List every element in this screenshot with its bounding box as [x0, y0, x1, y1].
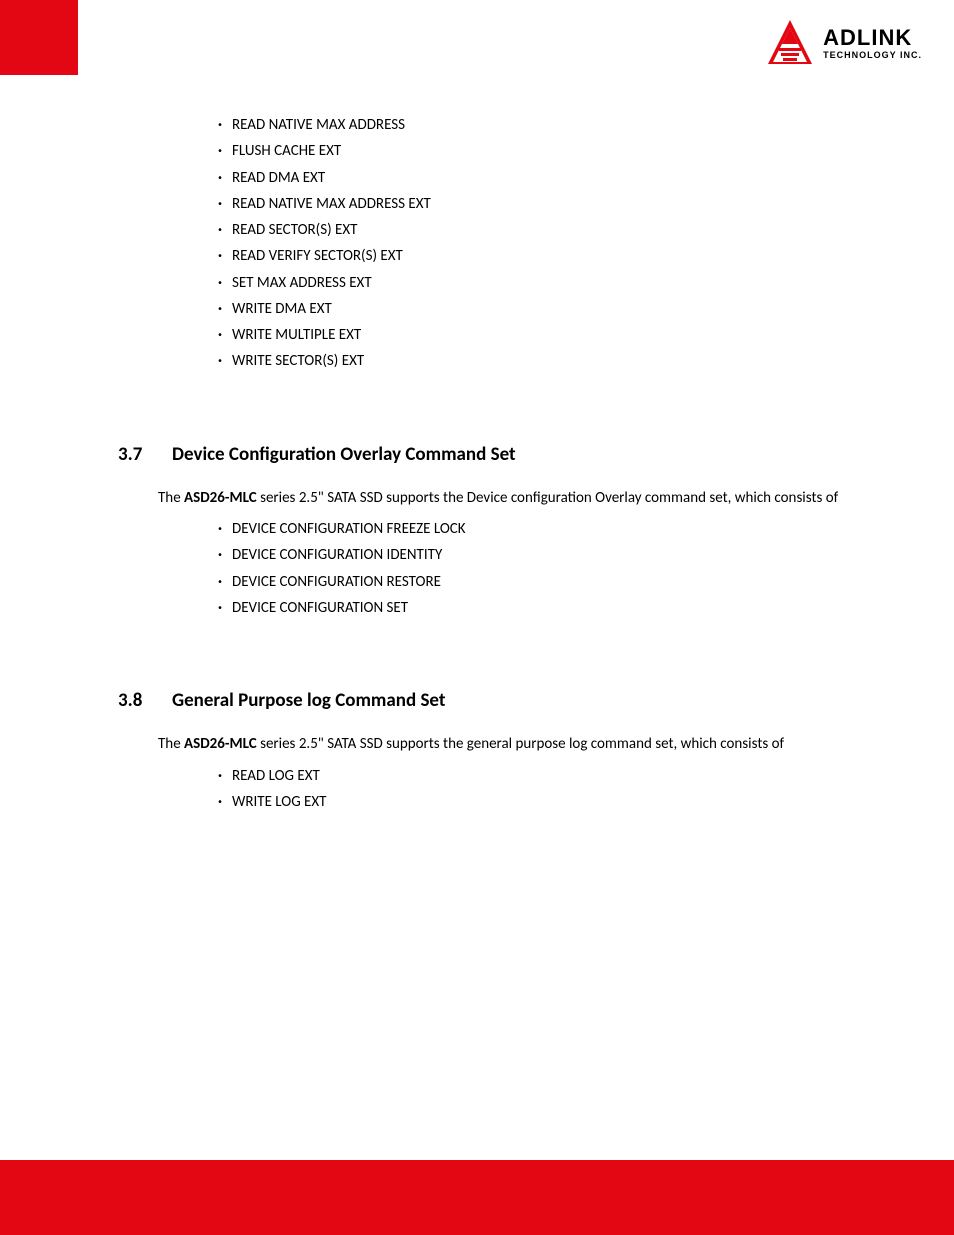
adlink-triangle-icon [765, 18, 815, 68]
section-3-8: 3.8 General Purpose log Command Set The … [128, 689, 894, 815]
list-item: READ NATIVE MAX ADDRESS [218, 112, 894, 138]
header-red-box [0, 0, 78, 75]
para-text: The [158, 735, 184, 753]
section-paragraph: The ASD26-MLC series 2.5" SATA SSD suppo… [158, 730, 894, 759]
para-text: The [158, 489, 184, 507]
command-list-continued: READ NATIVE MAX ADDRESSFLUSH CACHE EXTRE… [218, 112, 894, 375]
list-item: READ NATIVE MAX ADDRESS EXT [218, 191, 894, 217]
list-item: SET MAX ADDRESS EXT [218, 270, 894, 296]
section-number: 3.8 [118, 689, 148, 712]
section-heading: 3.8 General Purpose log Command Set [128, 689, 894, 712]
list-item: WRITE MULTIPLE EXT [218, 322, 894, 348]
list-item: READ DMA EXT [218, 165, 894, 191]
para-text: series 2.5" SATA SSD supports the Device… [257, 489, 839, 507]
command-list-38: READ LOG EXTWRITE LOG EXT [218, 763, 894, 816]
list-item: READ LOG EXT [218, 763, 894, 789]
para-text: series 2.5" SATA SSD supports the genera… [257, 735, 784, 753]
list-item: WRITE LOG EXT [218, 789, 894, 815]
section-3-7: 3.7 Device Configuration Overlay Command… [128, 443, 894, 622]
list-item: DEVICE CONFIGURATION SET [218, 595, 894, 621]
list-item: DEVICE CONFIGURATION RESTORE [218, 569, 894, 595]
product-name: ASD26-MLC [184, 735, 257, 753]
section-title: Device Configuration Overlay Command Set [172, 443, 516, 466]
section-heading: 3.7 Device Configuration Overlay Command… [128, 443, 894, 466]
page-content: READ NATIVE MAX ADDRESSFLUSH CACHE EXTRE… [128, 112, 894, 815]
logo-main-text: ADLINK [823, 27, 922, 49]
list-item: READ VERIFY SECTOR(S) EXT [218, 243, 894, 269]
section-paragraph: The ASD26-MLC series 2.5" SATA SSD suppo… [158, 484, 894, 513]
list-item: FLUSH CACHE EXT [218, 138, 894, 164]
list-item: DEVICE CONFIGURATION FREEZE LOCK [218, 516, 894, 542]
logo-sub-text: TECHNOLOGY INC. [823, 51, 922, 60]
list-item: WRITE SECTOR(S) EXT [218, 348, 894, 374]
command-list-37: DEVICE CONFIGURATION FREEZE LOCKDEVICE C… [218, 516, 894, 621]
product-name: ASD26-MLC [184, 489, 257, 507]
list-item: DEVICE CONFIGURATION IDENTITY [218, 542, 894, 568]
section-title: General Purpose log Command Set [172, 689, 445, 712]
list-item: READ SECTOR(S) EXT [218, 217, 894, 243]
section-number: 3.7 [118, 443, 148, 466]
footer-red-bar [0, 1160, 954, 1235]
list-item: WRITE DMA EXT [218, 296, 894, 322]
brand-logo: ADLINK TECHNOLOGY INC. [765, 18, 922, 68]
